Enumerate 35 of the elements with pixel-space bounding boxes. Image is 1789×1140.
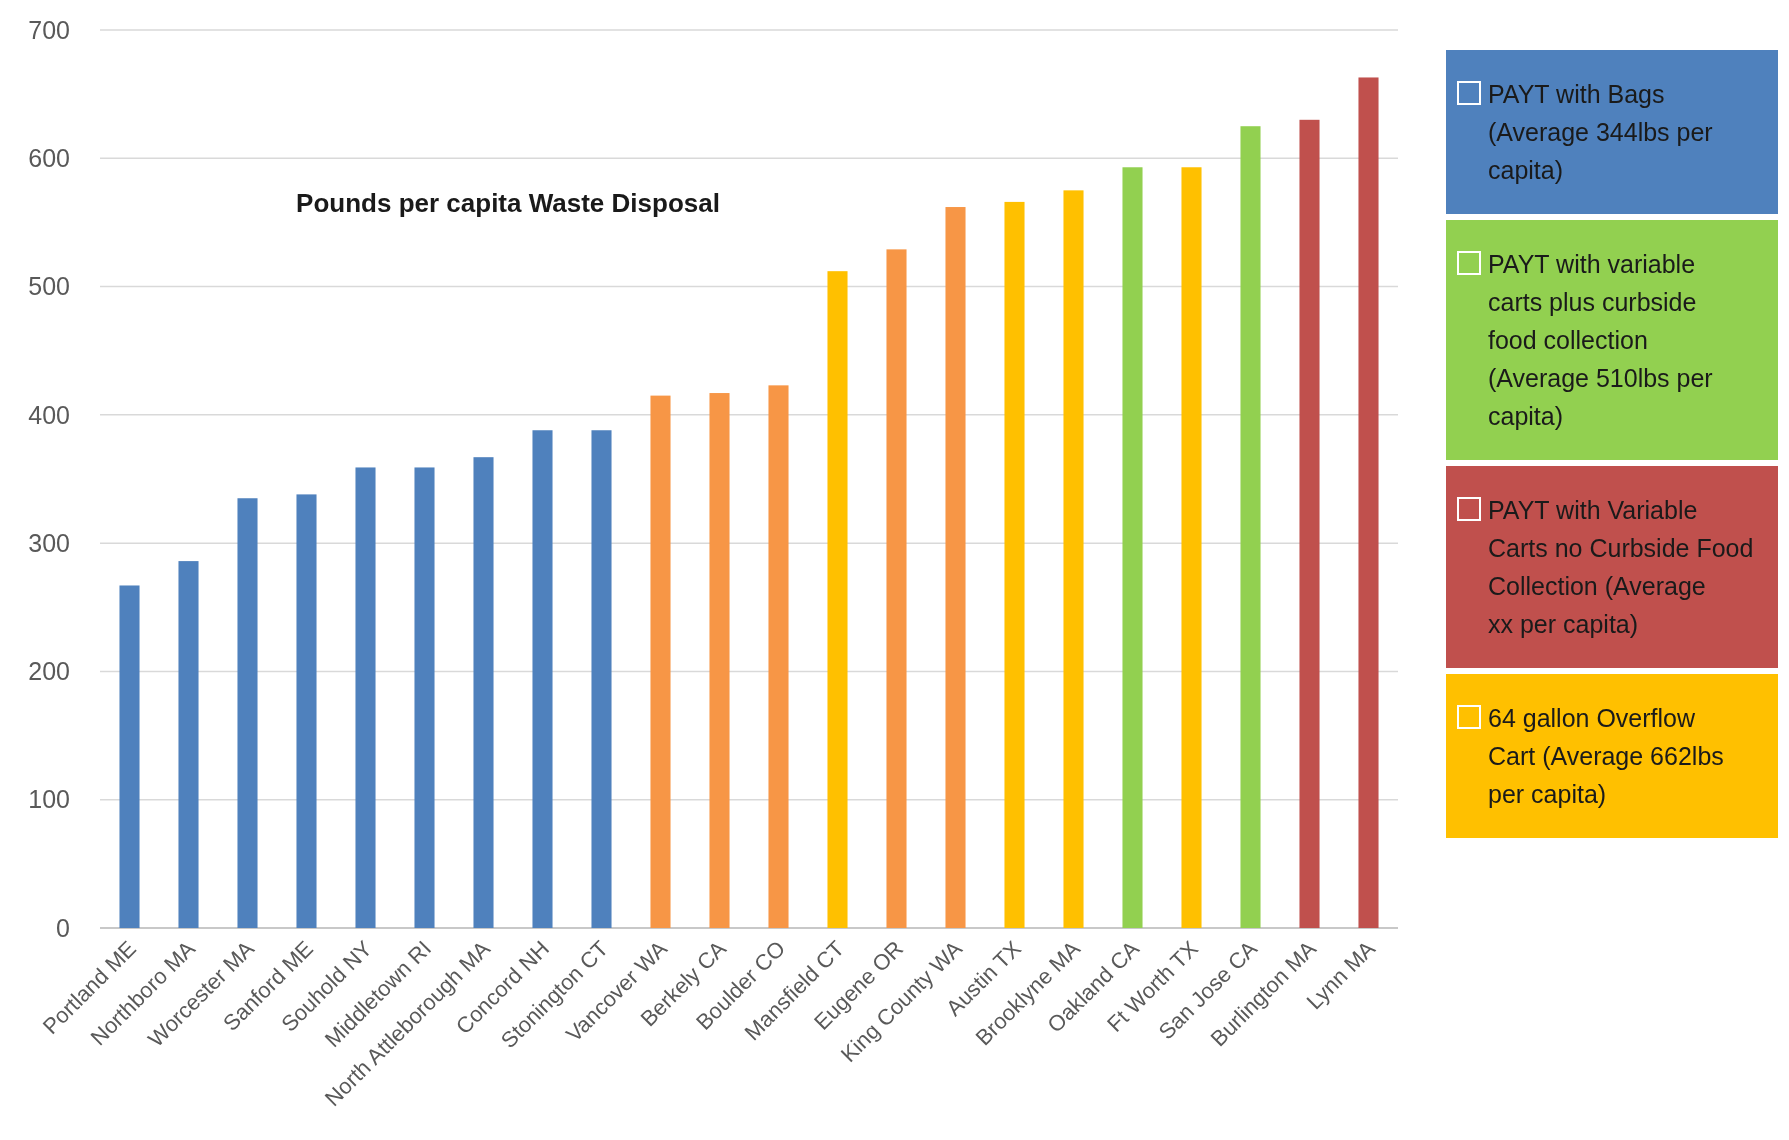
legend-label: PAYT with Bags (Average 344lbs per capita) <box>1488 80 1713 184</box>
bar <box>119 585 140 928</box>
bar <box>709 393 730 928</box>
y-tick-label: 0 <box>56 913 70 942</box>
bar <box>827 271 848 928</box>
bar <box>532 430 553 928</box>
legend-label: 64 gallon Overflow Cart (Average 662lbs per capita) <box>1488 704 1724 808</box>
bar <box>296 494 317 928</box>
y-tick-label: 400 <box>28 400 70 429</box>
bar <box>414 467 435 928</box>
bar <box>355 467 376 928</box>
bar <box>1004 201 1025 928</box>
bar <box>178 561 199 928</box>
bar <box>1358 77 1379 928</box>
bar <box>886 249 907 928</box>
bar <box>1063 190 1084 928</box>
bar <box>650 395 671 928</box>
bar <box>473 457 494 928</box>
bar <box>1240 126 1261 928</box>
legend-label: PAYT with Variable Carts no Curbside Food Collection (Average xx per capita) <box>1488 496 1754 638</box>
text: Pounds per capita Waste Disposal <box>296 188 720 218</box>
y-tick-label: 300 <box>28 528 70 557</box>
bar <box>237 498 258 928</box>
y-tick-label: 700 <box>28 15 70 44</box>
bar <box>768 385 789 928</box>
y-tick-label: 600 <box>28 144 70 173</box>
bar <box>591 430 612 928</box>
y-tick-label: 200 <box>28 657 70 686</box>
bar <box>945 207 966 928</box>
bar <box>1181 167 1202 928</box>
y-tick-label: 100 <box>28 785 70 814</box>
bar <box>1122 167 1143 928</box>
legend-label: PAYT with variable carts plus curbside food collection (Average 510lbs per capita) <box>1488 250 1713 430</box>
bar <box>1299 119 1320 928</box>
y-tick-label: 500 <box>28 272 70 301</box>
